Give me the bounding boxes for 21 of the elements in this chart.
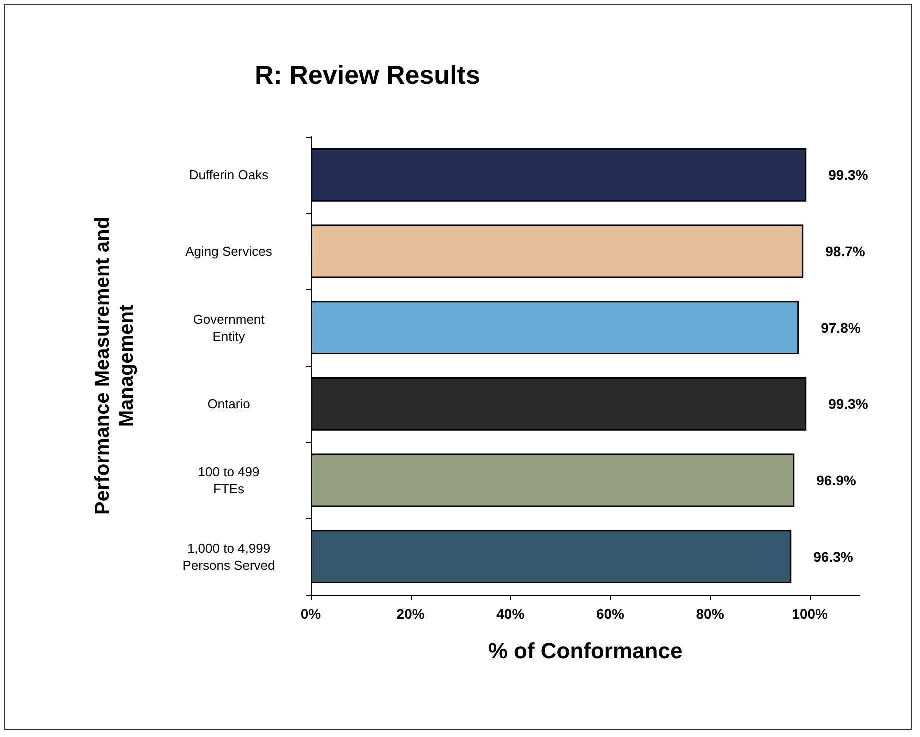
data-label: 97.8% [821, 320, 862, 336]
data-label: 96.9% [816, 472, 857, 488]
data-label: 98.7% [826, 244, 866, 260]
x-tick-label: 0% [300, 606, 322, 622]
data-label: 99.3% [828, 396, 869, 412]
x-tick-label: 40% [496, 606, 526, 622]
y-tick-label: Ontario [208, 396, 250, 412]
x-tick-label: 100% [792, 606, 829, 622]
y-tick-label: Dufferin Oaks [189, 168, 270, 183]
y-tick-label: Government Entity [193, 312, 266, 344]
y-tick-label: 1,000 to 4,999 Persons Served [182, 540, 276, 573]
data-label: 96.3% [814, 548, 854, 565]
x-tick-label: 20% [396, 606, 426, 622]
data-label: 99.3% [828, 167, 869, 184]
y-axis-title: Performance Measurement and Management [92, 217, 138, 515]
x-tick-label: 80% [696, 606, 725, 622]
x-axis-title: % of Conformance [488, 638, 683, 664]
y-tick-label: 100 to 499 FTEs [198, 464, 260, 496]
x-tick-label: 60% [596, 606, 626, 622]
y-tick-label: Aging Services [186, 244, 273, 259]
chart-title: R: Review Results [255, 60, 480, 90]
